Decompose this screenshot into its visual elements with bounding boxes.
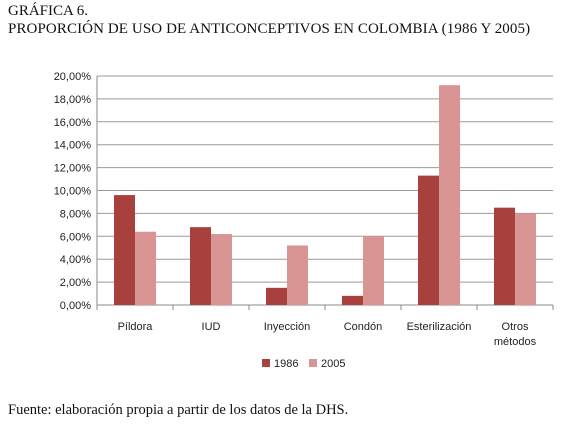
bar-2005 — [515, 213, 536, 305]
legend-label: 2005 — [321, 358, 345, 370]
y-tick-label: 6,00% — [60, 231, 91, 243]
figure-label: GRÁFICA 6. — [8, 3, 89, 19]
y-tick-label: 8,00% — [60, 208, 91, 220]
bar-1986 — [114, 195, 135, 305]
y-tick-label: 4,00% — [60, 254, 91, 266]
y-tick-label: 12,00% — [54, 163, 92, 175]
x-tick-label: Esterilización — [407, 321, 472, 333]
bar-2005 — [211, 234, 232, 305]
y-tick-label: 10,00% — [54, 186, 92, 198]
legend-label: 1986 — [274, 358, 298, 370]
bar-2005 — [287, 245, 308, 305]
figure-source: Fuente: elaboración propia a partir de l… — [8, 402, 349, 418]
bar-2005 — [135, 231, 156, 305]
bar-2005 — [363, 236, 384, 305]
y-tick-label: 20,00% — [54, 71, 92, 83]
legend-swatch-1986 — [262, 359, 270, 367]
bar-1986 — [342, 295, 363, 305]
bar-1986 — [266, 287, 287, 305]
x-tick-label: Otros — [502, 321, 529, 333]
figure-title: PROPORCIÓN DE USO DE ANTICONCEPTIVOS EN … — [8, 21, 531, 37]
y-tick-label: 2,00% — [60, 277, 91, 289]
x-tick-label: Inyección — [264, 321, 310, 333]
x-tick-label: IUD — [202, 321, 221, 333]
bar-1986 — [190, 227, 211, 305]
legend-swatch-2005 — [309, 359, 317, 367]
bar-1986 — [418, 175, 439, 305]
y-tick-label: 18,00% — [54, 94, 92, 106]
x-tick-label: métodos — [494, 336, 537, 348]
y-tick-label: 16,00% — [54, 117, 92, 129]
y-tick-label: 14,00% — [54, 140, 92, 152]
bar-1986 — [494, 207, 515, 305]
bar-2005 — [439, 85, 460, 305]
x-tick-label: Píldora — [118, 321, 154, 333]
y-tick-label: 0,00% — [60, 300, 91, 312]
x-tick-label: Condón — [344, 321, 383, 333]
